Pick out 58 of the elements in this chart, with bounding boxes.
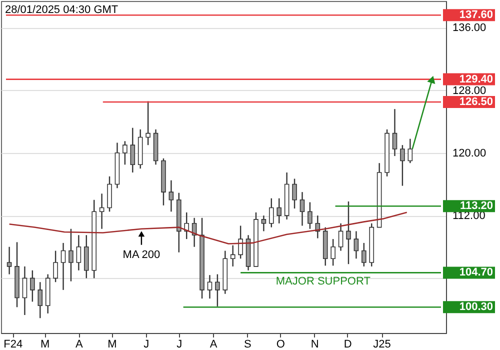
y-tick-label: 120.00 xyxy=(452,147,486,160)
x-tick-label: A xyxy=(76,338,84,350)
data-label: 104.70 xyxy=(459,266,493,279)
candlestick xyxy=(30,270,35,302)
x-tick-label: A xyxy=(210,338,218,350)
x-tick-label: J xyxy=(144,338,150,350)
candlestick xyxy=(362,242,366,268)
candlestick xyxy=(330,238,336,266)
x-tick-label: F24 xyxy=(4,338,23,350)
data-label: 113.20 xyxy=(460,200,493,212)
candlestick xyxy=(53,250,58,283)
candlestick xyxy=(6,246,12,275)
candlestick xyxy=(60,242,66,291)
candlestick xyxy=(168,180,174,212)
data-label: 129.40 xyxy=(459,73,493,86)
candlestick xyxy=(22,266,28,316)
x-tick-label: J xyxy=(176,338,182,350)
candlestick xyxy=(99,193,104,230)
x-tick-label: J25 xyxy=(373,338,391,350)
candlestick xyxy=(68,228,74,282)
candlestick xyxy=(38,282,43,319)
candlestick xyxy=(408,138,413,164)
annotation: MA 200 xyxy=(122,248,160,261)
candlestick xyxy=(400,144,405,186)
candlestick xyxy=(107,176,112,212)
x-tick-label: O xyxy=(276,338,286,350)
candlestick xyxy=(346,200,351,265)
data-label: 126.50 xyxy=(459,96,493,108)
candlestick xyxy=(354,230,359,260)
candlestick xyxy=(338,222,344,252)
x-tick-label: D xyxy=(344,338,352,350)
data-label: 137.60 xyxy=(459,9,493,22)
x-tick-label: M xyxy=(108,338,117,350)
x-tick-label: M xyxy=(40,338,50,350)
y-tick-label: 136.00 xyxy=(452,22,486,34)
candlestick xyxy=(292,178,297,210)
x-tick-label: N xyxy=(310,338,319,350)
x-tick-label: S xyxy=(244,338,252,350)
candlestick xyxy=(76,234,82,271)
data-label: 100.30 xyxy=(459,301,493,314)
candlestick xyxy=(215,274,220,307)
annotation: 28/01/2025 04:30 GMT xyxy=(5,4,118,16)
candlestick xyxy=(230,244,236,268)
candlestick xyxy=(207,274,212,300)
candlestick xyxy=(308,202,312,230)
candlestick xyxy=(238,225,243,260)
candlestick xyxy=(122,140,128,166)
candlestick xyxy=(300,191,305,226)
candlestick xyxy=(392,108,398,157)
candlestick xyxy=(269,198,274,228)
candlestick xyxy=(261,214,266,232)
candlestick xyxy=(146,100,150,146)
annotation: MAJOR SUPPORT xyxy=(276,276,371,288)
line-series xyxy=(8,212,408,244)
candlestick xyxy=(84,234,89,279)
y-tick-label: 128.00 xyxy=(452,84,486,97)
candlestick xyxy=(130,127,136,174)
candlestick xyxy=(276,198,282,224)
